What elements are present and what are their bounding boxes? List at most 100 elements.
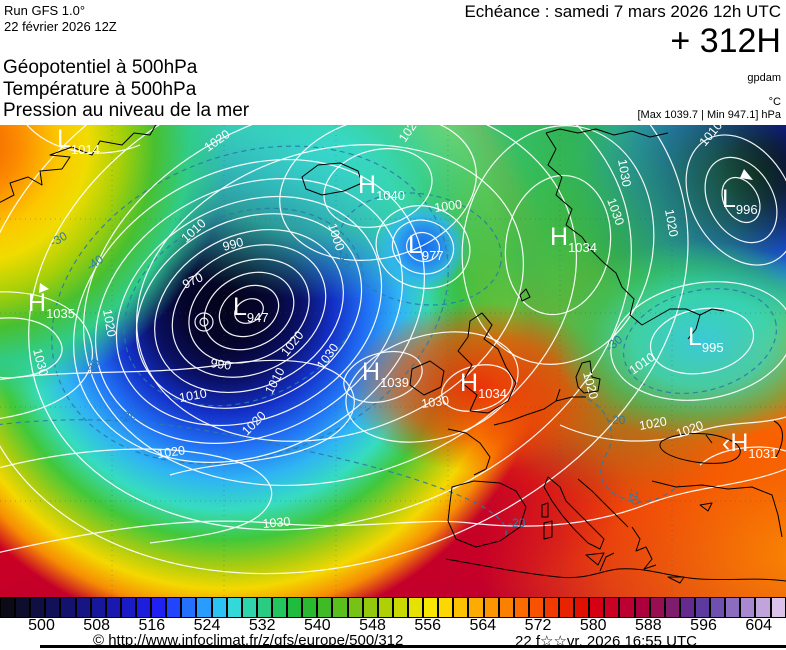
isobar-label: 1020 xyxy=(638,414,668,433)
colorbar-cell xyxy=(423,597,439,618)
colorbar-cell xyxy=(392,597,408,618)
colorbar-cell xyxy=(0,597,16,618)
isobar-label: 1020 xyxy=(202,127,233,154)
colorbar-cell xyxy=(679,597,696,618)
pressure-center-label: H1039 xyxy=(362,358,409,390)
pressure-center-label: L977 xyxy=(408,231,444,263)
colorbar-cell xyxy=(151,597,167,618)
colorbar-cell xyxy=(15,597,31,618)
run-info: Run GFS 1.0° 22 février 2026 12Z xyxy=(4,3,117,35)
isobar-label: 990 xyxy=(221,235,245,254)
colorbar-cell xyxy=(105,597,121,618)
isobar-rings-l977 xyxy=(375,205,471,289)
temperature-label: -40 xyxy=(84,252,107,274)
header: Run GFS 1.0° 22 février 2026 12Z Echéanc… xyxy=(0,0,786,125)
colorbar xyxy=(0,597,786,618)
run-model: Run GFS 1.0° xyxy=(4,3,86,18)
isobar-sweeps xyxy=(0,125,786,553)
bottom-bar xyxy=(40,645,786,648)
colorbar-tick: 556 xyxy=(414,617,442,634)
colorbar-tick: 572 xyxy=(524,617,552,634)
temperature-label: -20 xyxy=(608,413,626,427)
isobar-label: 1010 xyxy=(627,350,658,377)
isobar-rings-l947 xyxy=(73,159,425,463)
isobar-rings-system xyxy=(0,125,689,575)
colorbar-cell xyxy=(589,597,605,618)
isobar-label: 1020 xyxy=(278,328,306,359)
temperature-label: -30 xyxy=(48,229,70,250)
isobar-label: 1030 xyxy=(262,515,291,531)
pressure-center-label: ‹H1031 xyxy=(722,429,777,461)
isobar-label: 1020 xyxy=(156,443,186,461)
isobar-label: 1000 xyxy=(433,197,463,215)
weather-map: L1014 H1040 L977 H1034 L996 H1035 L947 H1039 H10… xyxy=(0,125,786,597)
colorbar-cell xyxy=(664,597,680,618)
colorbar-cell xyxy=(740,597,756,618)
isobar-rings-highs xyxy=(279,125,655,443)
isobar-label: 990 xyxy=(210,356,233,373)
temperature-label: -20 xyxy=(508,516,526,530)
arrow-marker xyxy=(39,283,49,293)
isobar-rings-l996 xyxy=(685,134,786,266)
pressure-center-label: H1035 xyxy=(28,289,75,321)
colorbar-cell xyxy=(377,597,393,618)
colorbar-cell xyxy=(226,597,242,618)
isobar-label: 1000 xyxy=(325,222,347,253)
colorbar-tick: 516 xyxy=(138,617,166,634)
colorbar-cell xyxy=(528,597,544,618)
product-titles: Géopotentiel à 500hPa Température à 500h… xyxy=(3,57,249,122)
colorbar-cell xyxy=(559,597,575,618)
coastlines xyxy=(0,125,786,584)
colorbar-tick: 580 xyxy=(579,617,607,634)
colorbar-cell xyxy=(725,597,741,618)
colorbar-cell xyxy=(498,597,514,618)
colorbar-cell xyxy=(543,597,560,618)
colorbar-tick: 508 xyxy=(83,617,111,634)
colorbar-cell xyxy=(438,597,454,618)
colorbar-cell xyxy=(241,597,257,618)
isobar-label: 1030 xyxy=(30,347,51,378)
colorbar-cell xyxy=(513,597,529,618)
colorbar-cell xyxy=(120,597,136,618)
isobar-label: 1020 xyxy=(580,370,601,401)
title-pressure: Pression au niveau de la mer xyxy=(3,100,250,121)
isobar-label: 1030 xyxy=(420,393,450,411)
pressure-center-label: H1040 xyxy=(358,171,405,203)
colorbar-tick: 548 xyxy=(359,617,386,634)
temperature-label: -20 xyxy=(118,408,137,424)
colorbar-cell xyxy=(317,597,333,618)
colorbar-tick: 588 xyxy=(635,617,662,634)
pressure-center-label: L995 xyxy=(688,323,724,355)
colorbar-cell xyxy=(166,597,182,618)
colorbar-cell xyxy=(90,597,106,618)
colorbar-cell xyxy=(695,597,711,618)
isobar-label: 1020 xyxy=(674,418,705,441)
temperature-label: -30 xyxy=(335,248,353,269)
colorbar-cell xyxy=(362,597,378,618)
colorbar-cell xyxy=(30,597,46,618)
colorbar-cell xyxy=(332,597,348,618)
isobar-label: 1010 xyxy=(262,365,287,396)
isobar-label: 1020 xyxy=(662,208,681,238)
isobar-label: 1020 xyxy=(239,409,269,439)
isobar-label: 1010 xyxy=(697,125,726,149)
colorbar-cell xyxy=(135,597,152,618)
isobar-label: 1010 xyxy=(178,386,208,405)
colorbar-cell xyxy=(634,597,650,618)
graticule xyxy=(0,125,786,597)
colorbar-cell xyxy=(302,597,318,618)
colorbar-tick: 532 xyxy=(248,617,276,634)
colorbar-cell xyxy=(75,597,91,618)
isobar-label: 1020 xyxy=(100,308,119,338)
valid-time: Echéance : samedi 7 mars 2026 12h UTC xyxy=(464,2,781,21)
colorbar-cell xyxy=(211,597,227,618)
colorbar-cell xyxy=(407,597,424,618)
colorbar-cell xyxy=(604,597,620,618)
pressure-center-label: L996 xyxy=(722,185,758,217)
temperature-label: -30 xyxy=(603,332,626,354)
colorbar-tick: 596 xyxy=(690,617,717,634)
pressure-center-label: L1014 xyxy=(57,125,100,157)
colorbar-cell xyxy=(619,597,635,618)
isobar-rings-l995 xyxy=(610,281,786,401)
colorbar-cell xyxy=(60,597,76,618)
